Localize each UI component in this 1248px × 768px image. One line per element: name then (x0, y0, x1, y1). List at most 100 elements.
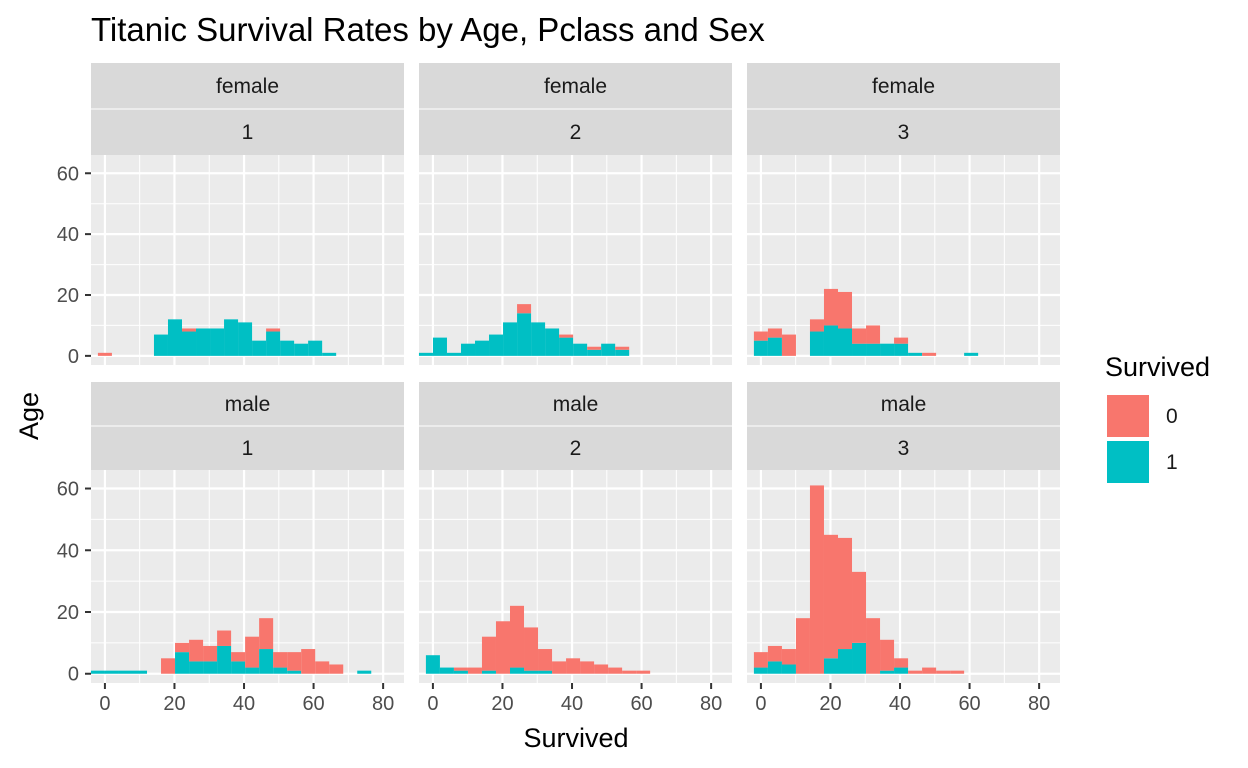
bar-survived-0 (495, 621, 510, 674)
bar-survived-0 (950, 670, 965, 674)
x-tick-label: 80 (1028, 693, 1050, 715)
bar-survived-1 (460, 343, 476, 356)
y-tick-label: 20 (57, 602, 79, 624)
bar-survived-1 (357, 670, 372, 674)
bar-survived-0 (509, 605, 525, 668)
strip-label-sex: male (225, 393, 271, 416)
bar-survived-1 (224, 319, 239, 356)
bar-survived-1 (104, 670, 119, 674)
bar-survived-0 (866, 618, 881, 674)
bar-survived-1 (175, 652, 190, 674)
bar-survived-1 (587, 349, 602, 356)
facet-panel-female-3: female 3 (747, 63, 1060, 365)
strip-sex (747, 63, 1060, 109)
bar-survived-0 (467, 667, 482, 674)
bar-survived-1 (446, 352, 461, 356)
bar-survived-0 (823, 534, 838, 659)
bar-survived-0 (517, 304, 532, 314)
bar-survived-1 (189, 661, 204, 674)
bar-survived-1 (823, 658, 838, 674)
bar-survived-0 (781, 334, 796, 356)
facet-panel-male-3: male 3 (747, 382, 1060, 683)
bar-survived-1 (531, 322, 546, 356)
bar-survived-1 (852, 642, 867, 674)
bar-survived-1 (425, 655, 440, 674)
chart-title: Titanic Survival Rates by Age, Pclass an… (91, 11, 765, 48)
bar-survived-0 (266, 328, 281, 332)
bar-survived-1 (273, 667, 288, 674)
x-tick-label: 80 (700, 693, 722, 715)
bar-survived-0 (922, 352, 937, 356)
y-tick-label: 0 (68, 664, 79, 686)
bar-survived-1 (545, 328, 560, 356)
bar-survived-0 (795, 618, 810, 674)
strip-sex (419, 63, 732, 109)
bar-survived-0 (189, 639, 204, 662)
bar-survived-1 (181, 331, 197, 356)
bar-survived-0 (767, 328, 782, 338)
bar-survived-0 (866, 325, 881, 344)
strip-pclass (747, 426, 1060, 470)
bar-survived-1 (439, 667, 454, 674)
strip-pclass (419, 109, 732, 155)
x-tick-label: 60 (302, 693, 324, 715)
bar-survived-1 (252, 340, 267, 356)
bar-survived-1 (259, 649, 274, 674)
strip-label-pclass: 1 (242, 121, 254, 144)
bar-survived-1 (322, 352, 337, 356)
strip-pclass (91, 426, 404, 470)
x-tick-label: 60 (958, 693, 980, 715)
bar-survived-1 (210, 328, 225, 356)
legend-title: Survived (1105, 352, 1210, 382)
bar-survived-0 (594, 664, 609, 674)
bar-survived-1 (167, 319, 182, 356)
strip-pclass (91, 109, 404, 155)
bar-survived-0 (608, 667, 623, 674)
legend: Survived 0 1 (1105, 352, 1210, 483)
strip-sex (91, 63, 404, 109)
bar-survived-1 (880, 670, 895, 674)
bar-survived-1 (894, 667, 909, 674)
bar-survived-1 (573, 343, 588, 356)
y-tick-label: 0 (68, 346, 79, 368)
bar-survived-1 (238, 322, 253, 356)
bar-survived-1 (809, 331, 824, 356)
bar-survived-0 (622, 670, 637, 674)
bar-survived-0 (837, 291, 853, 329)
bar-survived-0 (809, 485, 824, 674)
x-axes: 0 20 40 60 80 0 20 40 60 80 0 20 40 60 80 (99, 683, 1050, 715)
bar-survived-0 (181, 328, 197, 332)
bar-survived-1 (866, 343, 881, 356)
bar-survived-0 (837, 537, 853, 650)
legend-swatch-0 (1107, 395, 1149, 437)
plot-background (419, 155, 732, 365)
strip-label-pclass: 2 (570, 121, 582, 144)
bar-survived-0 (908, 670, 923, 674)
bar-survived-1 (880, 343, 895, 356)
x-tick-label: 40 (561, 693, 583, 715)
bar-survived-0 (894, 658, 909, 668)
bar-survived-0 (615, 346, 630, 350)
bar-survived-1 (615, 349, 630, 356)
bar-survived-0 (315, 661, 330, 674)
bar-survived-0 (259, 618, 274, 650)
y-axes: 0 20 40 60 0 20 40 60 (57, 163, 91, 686)
y-tick-label: 40 (57, 540, 79, 562)
bar-survived-1 (266, 331, 281, 356)
bar-survived-0 (566, 658, 581, 674)
facet-panels: female 1 female 2 female 3 male 1 male 2 male 3 (90, 63, 1060, 683)
bar-survived-1 (852, 343, 867, 356)
bar-survived-1 (132, 670, 148, 674)
bar-survived-1 (524, 670, 539, 674)
bar-survived-1 (509, 667, 525, 674)
bar-survived-1 (308, 340, 323, 356)
strip-sex (419, 382, 732, 426)
y-tick-label: 60 (57, 479, 79, 501)
x-tick-label: 40 (889, 693, 911, 715)
bar-survived-1 (517, 313, 532, 356)
bar-survived-1 (964, 352, 979, 356)
bar-survived-0 (273, 652, 288, 668)
strip-pclass (747, 109, 1060, 155)
strip-label-pclass: 3 (898, 121, 910, 144)
bar-survived-0 (301, 649, 316, 674)
